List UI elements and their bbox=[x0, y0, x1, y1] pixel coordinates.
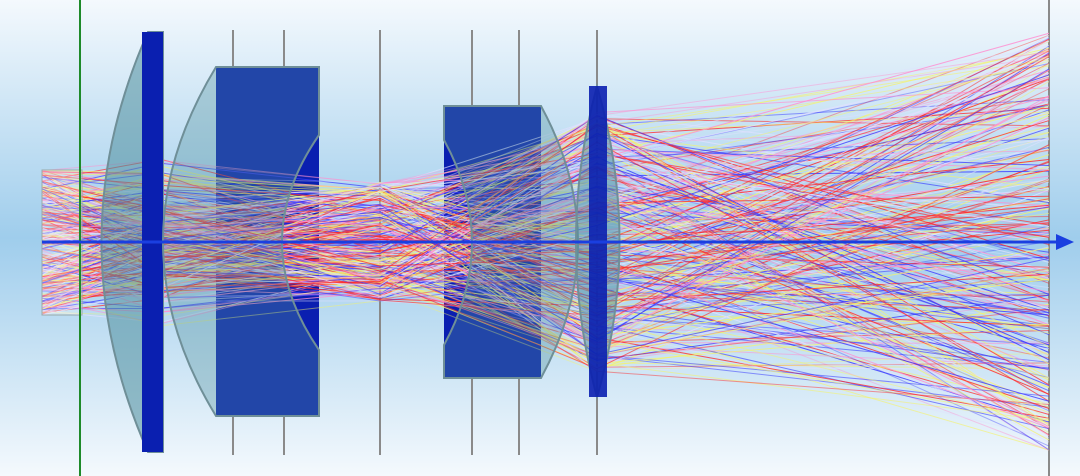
ray-trace-view bbox=[0, 0, 1080, 476]
page: (() => { const svg = document.getElement… bbox=[0, 0, 1080, 476]
